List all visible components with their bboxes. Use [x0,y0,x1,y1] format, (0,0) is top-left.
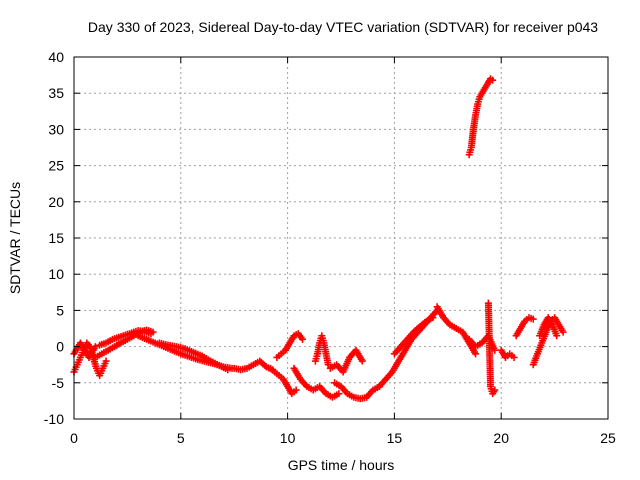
y-tick-label: 5 [56,302,64,318]
data-point [489,76,497,84]
x-tick-label: 5 [177,430,185,446]
data-point [553,332,561,340]
data-points [70,75,567,403]
y-tick-label: 20 [48,194,64,210]
data-point [299,335,307,343]
y-tick-label: 0 [56,339,64,355]
y-tick-label: 10 [48,266,64,282]
data-point [91,343,99,351]
grid-lines [74,57,608,419]
data-point [472,350,480,358]
y-tick-label: 30 [48,121,64,137]
y-tick-label: 40 [48,49,64,65]
y-tick-label: -10 [44,411,64,427]
data-point [559,328,567,336]
x-axis-label: GPS time / hours [288,457,395,473]
x-tick-label: 15 [387,430,403,446]
data-point [292,386,300,394]
y-tick-label: 25 [48,158,64,174]
y-tick-label: -5 [52,375,65,391]
x-tick-label: 10 [280,430,296,446]
x-tick-label: 20 [493,430,509,446]
y-axis-label: SDTVAR / TECUs [7,182,23,294]
data-point [224,366,232,374]
data-point [510,353,518,361]
data-point [324,361,332,369]
axis-ticks: 0 5 10 15 20 25 -10 -5 0 5 10 15 20 25 30 35 40 [44,49,616,446]
y-tick-label: 15 [48,230,64,246]
chart-title: Day 330 of 2023, Sidereal Day-to-day VTE… [88,19,598,35]
data-point [147,330,155,338]
data-point [491,386,499,394]
x-tick-label: 0 [70,430,78,446]
data-point [429,314,437,322]
x-tick-label: 25 [600,430,616,446]
data-point [529,315,537,323]
y-tick-label: 35 [48,85,64,101]
data-point [335,390,343,398]
data-point [358,357,366,365]
data-point [102,357,110,365]
